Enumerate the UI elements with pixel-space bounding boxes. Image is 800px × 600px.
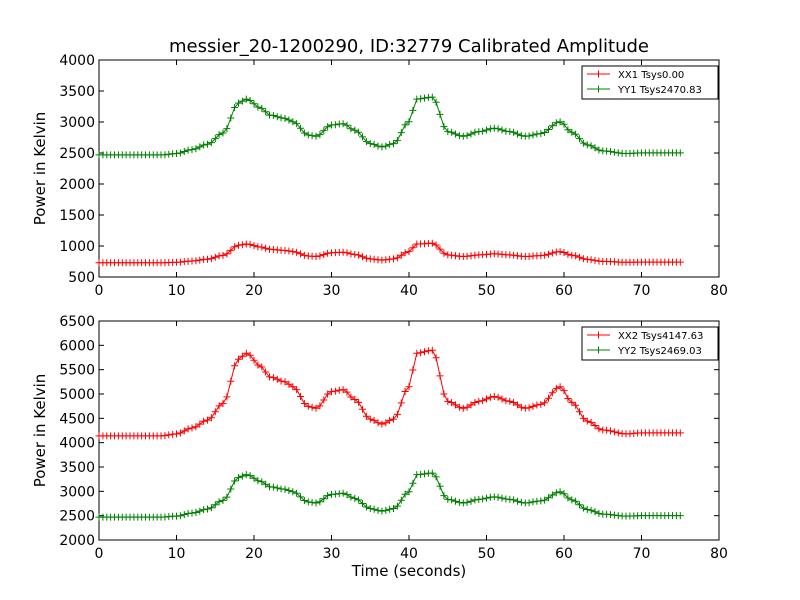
y-tick-label: 6000: [59, 338, 95, 354]
legend-box: [581, 326, 719, 361]
series-markers: [95, 239, 684, 267]
y-tick-label: 5000: [59, 387, 95, 403]
x-tick-label: 10: [168, 283, 186, 299]
legend: XX2 Tsys4147.63 YY2 Tsys2469.03: [581, 326, 719, 361]
y-tick-label: 3000: [59, 484, 95, 500]
y-axis-label: Power in Kelvin: [31, 112, 49, 226]
legend-label: YY2 Tsys2469.03: [617, 346, 702, 357]
y-tick-label: 4500: [59, 411, 95, 427]
legend-label: XX1 Tsys0.00: [618, 70, 684, 81]
x-tick-label: 20: [245, 546, 263, 562]
top-panel: 0 10 20 30 40 50 60 70 80 500 1000 1500 2000 2500 3000…: [31, 53, 728, 299]
x-tick-label: 80: [710, 283, 728, 299]
legend-marker: [595, 70, 602, 78]
x-tick-label: 20: [245, 283, 263, 299]
x-tick-label: 60: [555, 283, 573, 299]
y-tick-label: 1000: [59, 239, 95, 255]
x-tick-label: 30: [323, 546, 341, 562]
y-tick-label: 2500: [59, 146, 95, 162]
x-tick-label: 0: [95, 546, 104, 562]
x-tick-label: 70: [633, 283, 651, 299]
legend-marker: [595, 85, 602, 93]
legend-box: [581, 65, 719, 100]
x-tick-label: 60: [555, 546, 573, 562]
x-tick-label: 30: [323, 283, 341, 299]
y-tick-label: 3500: [59, 84, 95, 100]
y-tick-label: 2500: [59, 509, 95, 525]
legend-label: YY1 Tsys2470.83: [617, 85, 702, 96]
y-tick-label: 4000: [59, 436, 95, 452]
series-markers: [95, 346, 684, 440]
y-tick-label: 4000: [59, 53, 95, 69]
y-tick-label: 3500: [59, 460, 95, 476]
y-tick-label: 500: [68, 270, 95, 286]
x-tick-label: 10: [168, 546, 186, 562]
y-tick-label: 1500: [59, 208, 95, 224]
x-axis-label: Time (seconds): [351, 562, 467, 580]
x-tick-label: 0: [95, 283, 104, 299]
x-tick-label: 40: [400, 546, 418, 562]
y-axis-label: Power in Kelvin: [31, 374, 49, 488]
legend-marker: [595, 331, 602, 339]
x-tick-label: 50: [478, 546, 496, 562]
y-tick-label: 2000: [59, 533, 95, 549]
series-markers: [95, 93, 684, 159]
y-tick-label: 2000: [59, 177, 95, 193]
x-tick-label: 40: [400, 283, 418, 299]
chart-title: messier_20-1200290, ID:32779 Calibrated …: [169, 36, 649, 57]
legend-label: XX2 Tsys4147.63: [618, 331, 703, 342]
series-markers: [95, 469, 684, 521]
y-tick-label: 6500: [59, 314, 95, 330]
y-tick-label: 5500: [59, 363, 95, 379]
legend-marker: [595, 346, 602, 354]
y-tick-label: 3000: [59, 115, 95, 131]
x-tick-label: 80: [710, 546, 728, 562]
legend: XX1 Tsys0.00 YY1 Tsys2470.83: [581, 65, 719, 100]
bottom-panel: 0 10 20 30 40 50 60 70 80 2000 2500 3000 3500 4000 450…: [31, 314, 728, 562]
x-tick-label: 50: [478, 283, 496, 299]
x-tick-label: 70: [633, 546, 651, 562]
